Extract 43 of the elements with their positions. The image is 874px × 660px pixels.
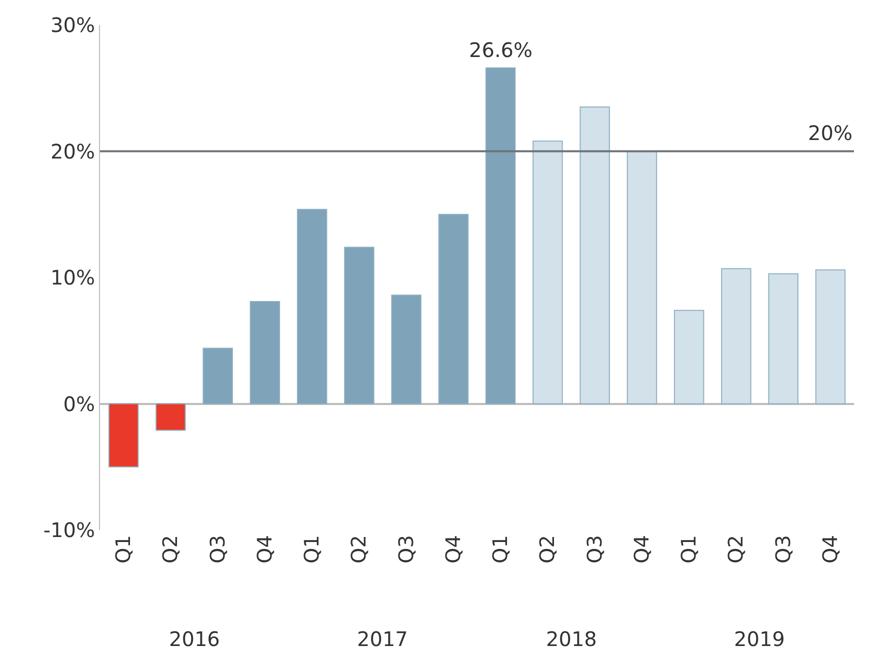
y-tick-label: -10%: [43, 518, 95, 542]
bar: [391, 294, 422, 404]
bar: [485, 67, 516, 404]
bar: [580, 106, 610, 404]
y-tick-label: 20%: [50, 139, 95, 164]
bar: [296, 208, 328, 404]
bar: [532, 140, 563, 404]
x-tick-label: Q4: [252, 535, 276, 564]
text: 2016: [169, 627, 220, 651]
x-tick-label: Q2: [158, 535, 182, 564]
bar: [674, 310, 704, 404]
ref-line-label: 20%: [808, 121, 852, 145]
x-tick-label: Q2: [535, 535, 560, 564]
x-tick-label: Q1: [300, 535, 324, 564]
bar: [250, 300, 280, 404]
x-tick-label: Q1: [676, 535, 701, 564]
text: 2018: [546, 627, 597, 651]
x-tick-label: Q4: [440, 535, 465, 564]
x-tick-label: Q1: [111, 535, 136, 564]
x-tick-label: Q3: [582, 535, 606, 564]
x-tick-label: Q3: [770, 535, 795, 564]
bar: [108, 403, 139, 468]
bar: [626, 150, 658, 404]
x-tick-label: Q1: [488, 535, 512, 564]
x-tick-label: Q3: [205, 535, 230, 564]
bar: [815, 269, 846, 404]
x-tick-label: Q3: [394, 535, 418, 564]
x-tick-label: Q4: [818, 535, 842, 564]
y-tick-label: 30%: [50, 13, 95, 37]
bar: [202, 348, 233, 404]
y-tick-label: 10%: [50, 266, 95, 290]
bar: [438, 214, 469, 404]
y-tick-label: 0%: [63, 392, 95, 416]
x-tick-label: Q2: [724, 535, 748, 564]
text: 2017: [357, 627, 408, 651]
x-tick-label: Q2: [346, 535, 371, 564]
bar: [721, 268, 752, 404]
bar: [768, 273, 798, 404]
text: 2019: [734, 627, 785, 651]
x-tick-label: Q4: [629, 535, 654, 564]
bar: [156, 403, 186, 431]
data-label: 26.6%: [469, 38, 533, 62]
bar: [344, 246, 374, 404]
